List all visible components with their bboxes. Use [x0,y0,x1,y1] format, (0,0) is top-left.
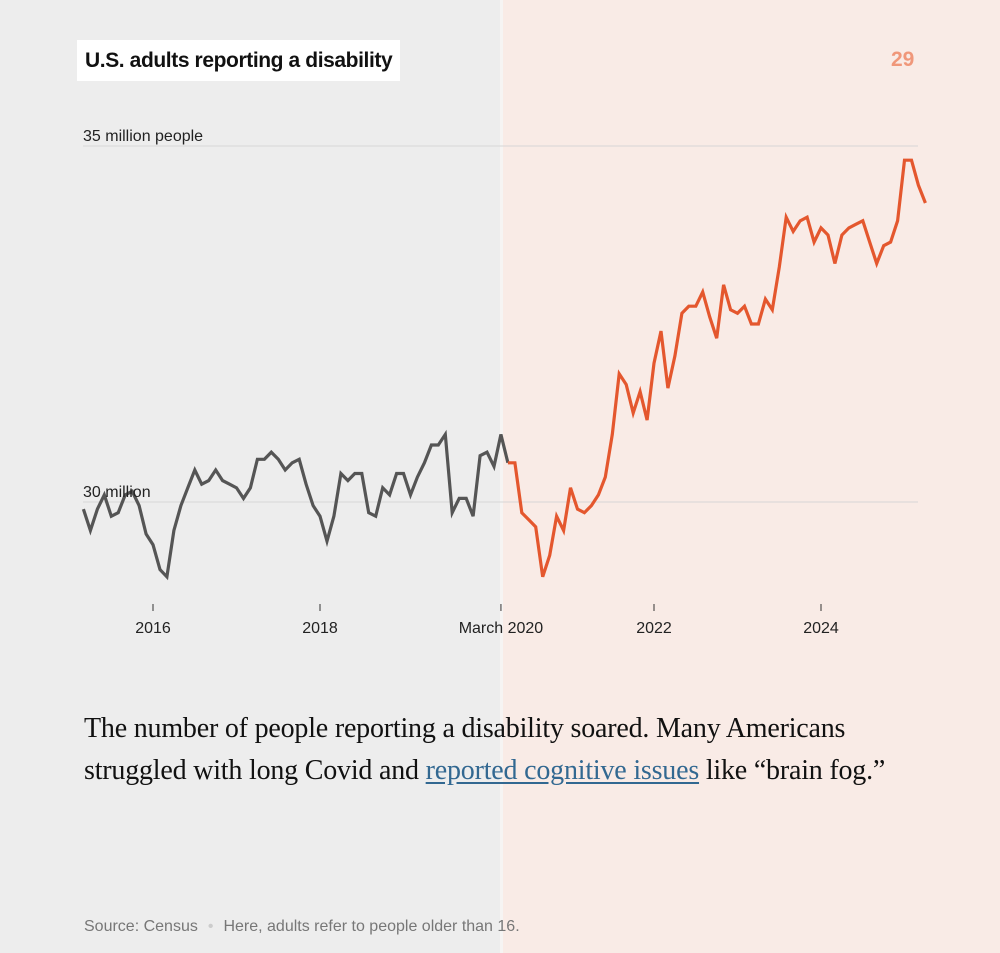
caption: The number of people reporting a disabil… [84,708,944,792]
x-tick-label: 2018 [302,620,338,637]
data-lines [81,158,927,581]
footer: Source: Census • Here, adults refer to peo… [84,918,520,936]
x-tick-label: 2024 [803,620,839,637]
y-axis-labels: 30 million 35 million people [83,128,203,501]
source-note: Source: Census [84,918,198,935]
chart-title: U.S. adults reporting a disability [85,48,393,72]
y-tick-label: 35 million people [83,128,203,145]
gridlines [83,145,918,503]
caption-text-2: like “brain fog.” [699,755,886,786]
separator-dot: • [207,918,214,935]
slide-number: 29 [891,48,915,71]
chart-title-box: U.S. adults reporting a disability [77,40,401,81]
cognitive-issues-link[interactable]: reported cognitive issues [425,755,700,786]
x-tick-label: March 2020 [459,620,544,637]
line-chart: 2016 2018 March 2020 2022 2024 30 million 35 … [81,128,927,637]
x-tick-label: 2016 [135,620,171,637]
x-tick-label: 2022 [636,620,672,637]
post-pandemic-series-line [507,158,927,578]
adults-definition-note: Here, adults refer to people older than … [223,918,520,935]
x-axis: 2016 2018 March 2020 2022 2024 [135,604,839,637]
y-tick-label: 30 million [83,484,151,501]
post-pandemic-background [503,0,1000,953]
pre-pandemic-series-line [81,429,510,581]
caption-text-1: The number of people reporting a disabil… [84,713,846,786]
march-2020-divider [500,0,503,953]
